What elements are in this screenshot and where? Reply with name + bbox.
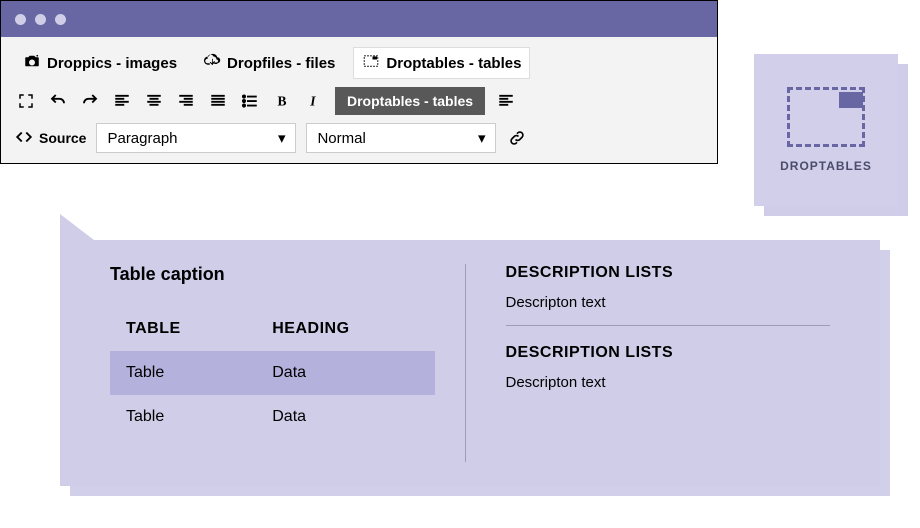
window-dot[interactable]: [15, 14, 26, 25]
select-value: Paragraph: [107, 130, 177, 147]
code-icon: [15, 128, 33, 149]
tab-label: Dropfiles - files: [227, 55, 335, 72]
italic-icon[interactable]: I: [303, 90, 325, 112]
th: TABLE: [126, 320, 272, 338]
droptables-card[interactable]: DROPTABLES: [754, 54, 898, 206]
tab-label: Droptables - tables: [386, 55, 521, 72]
td: Data: [272, 364, 418, 382]
link-icon[interactable]: [506, 127, 528, 149]
tab-label: Droppics - images: [47, 55, 177, 72]
hr: [506, 325, 831, 326]
table-row[interactable]: Table Data: [110, 351, 435, 395]
dl-title: DESCRIPTION LISTS: [506, 264, 831, 282]
fullscreen-icon[interactable]: [15, 90, 37, 112]
align-center-icon[interactable]: [143, 90, 165, 112]
undo-icon[interactable]: [47, 90, 69, 112]
card-label: DROPTABLES: [780, 159, 872, 173]
select-value: Normal: [317, 130, 365, 147]
panel-right: DESCRIPTION LISTS Descripton text DESCRI…: [466, 264, 831, 462]
window-dot[interactable]: [55, 14, 66, 25]
panel-left: Table caption TABLE HEADING Table Data T…: [110, 264, 465, 462]
camera-icon: [23, 52, 41, 74]
droptables-icon: [787, 87, 865, 147]
cloud-download-icon: [203, 52, 221, 74]
droptables-tab-icon: [362, 52, 380, 74]
align-right-icon[interactable]: [175, 90, 197, 112]
table-header-row: TABLE HEADING: [110, 307, 435, 351]
tab-dropfiles[interactable]: Dropfiles - files: [195, 48, 343, 78]
dl-text: Descripton text: [506, 374, 831, 391]
source-label: Source: [39, 130, 86, 146]
toolbar: Droppics - images Dropfiles - files Drop…: [1, 37, 717, 163]
demo-table: TABLE HEADING Table Data Table Data: [110, 307, 435, 439]
panel-notch: [60, 214, 94, 240]
titlebar: [1, 1, 717, 37]
content-panel: Table caption TABLE HEADING Table Data T…: [60, 240, 880, 486]
td: Table: [126, 364, 272, 382]
tab-droppics[interactable]: Droppics - images: [15, 48, 185, 78]
window-dot[interactable]: [35, 14, 46, 25]
list-icon[interactable]: [239, 90, 261, 112]
td: Data: [272, 408, 418, 426]
td: Table: [126, 408, 272, 426]
table-row[interactable]: Table Data: [110, 395, 435, 439]
editor-window: Droppics - images Dropfiles - files Drop…: [0, 0, 718, 164]
dl-text: Descripton text: [506, 294, 831, 311]
style-select[interactable]: Normal ▾: [306, 123, 496, 153]
redo-icon[interactable]: [79, 90, 101, 112]
bold-icon[interactable]: B: [271, 90, 293, 112]
droptables-badge[interactable]: Droptables - tables: [335, 87, 485, 115]
th: HEADING: [272, 320, 418, 338]
chevron-down-icon: ▾: [278, 129, 286, 147]
align-left-icon-2[interactable]: [495, 90, 517, 112]
dl-title: DESCRIPTION LISTS: [506, 344, 831, 362]
tab-droptables[interactable]: Droptables - tables: [353, 47, 530, 79]
chevron-down-icon: ▾: [478, 129, 486, 147]
svg-text:I: I: [309, 94, 316, 109]
table-caption: Table caption: [110, 264, 435, 285]
align-left-icon[interactable]: [111, 90, 133, 112]
paragraph-select[interactable]: Paragraph ▾: [96, 123, 296, 153]
svg-text:B: B: [278, 94, 287, 109]
source-toggle[interactable]: Source: [15, 128, 86, 149]
justify-icon[interactable]: [207, 90, 229, 112]
